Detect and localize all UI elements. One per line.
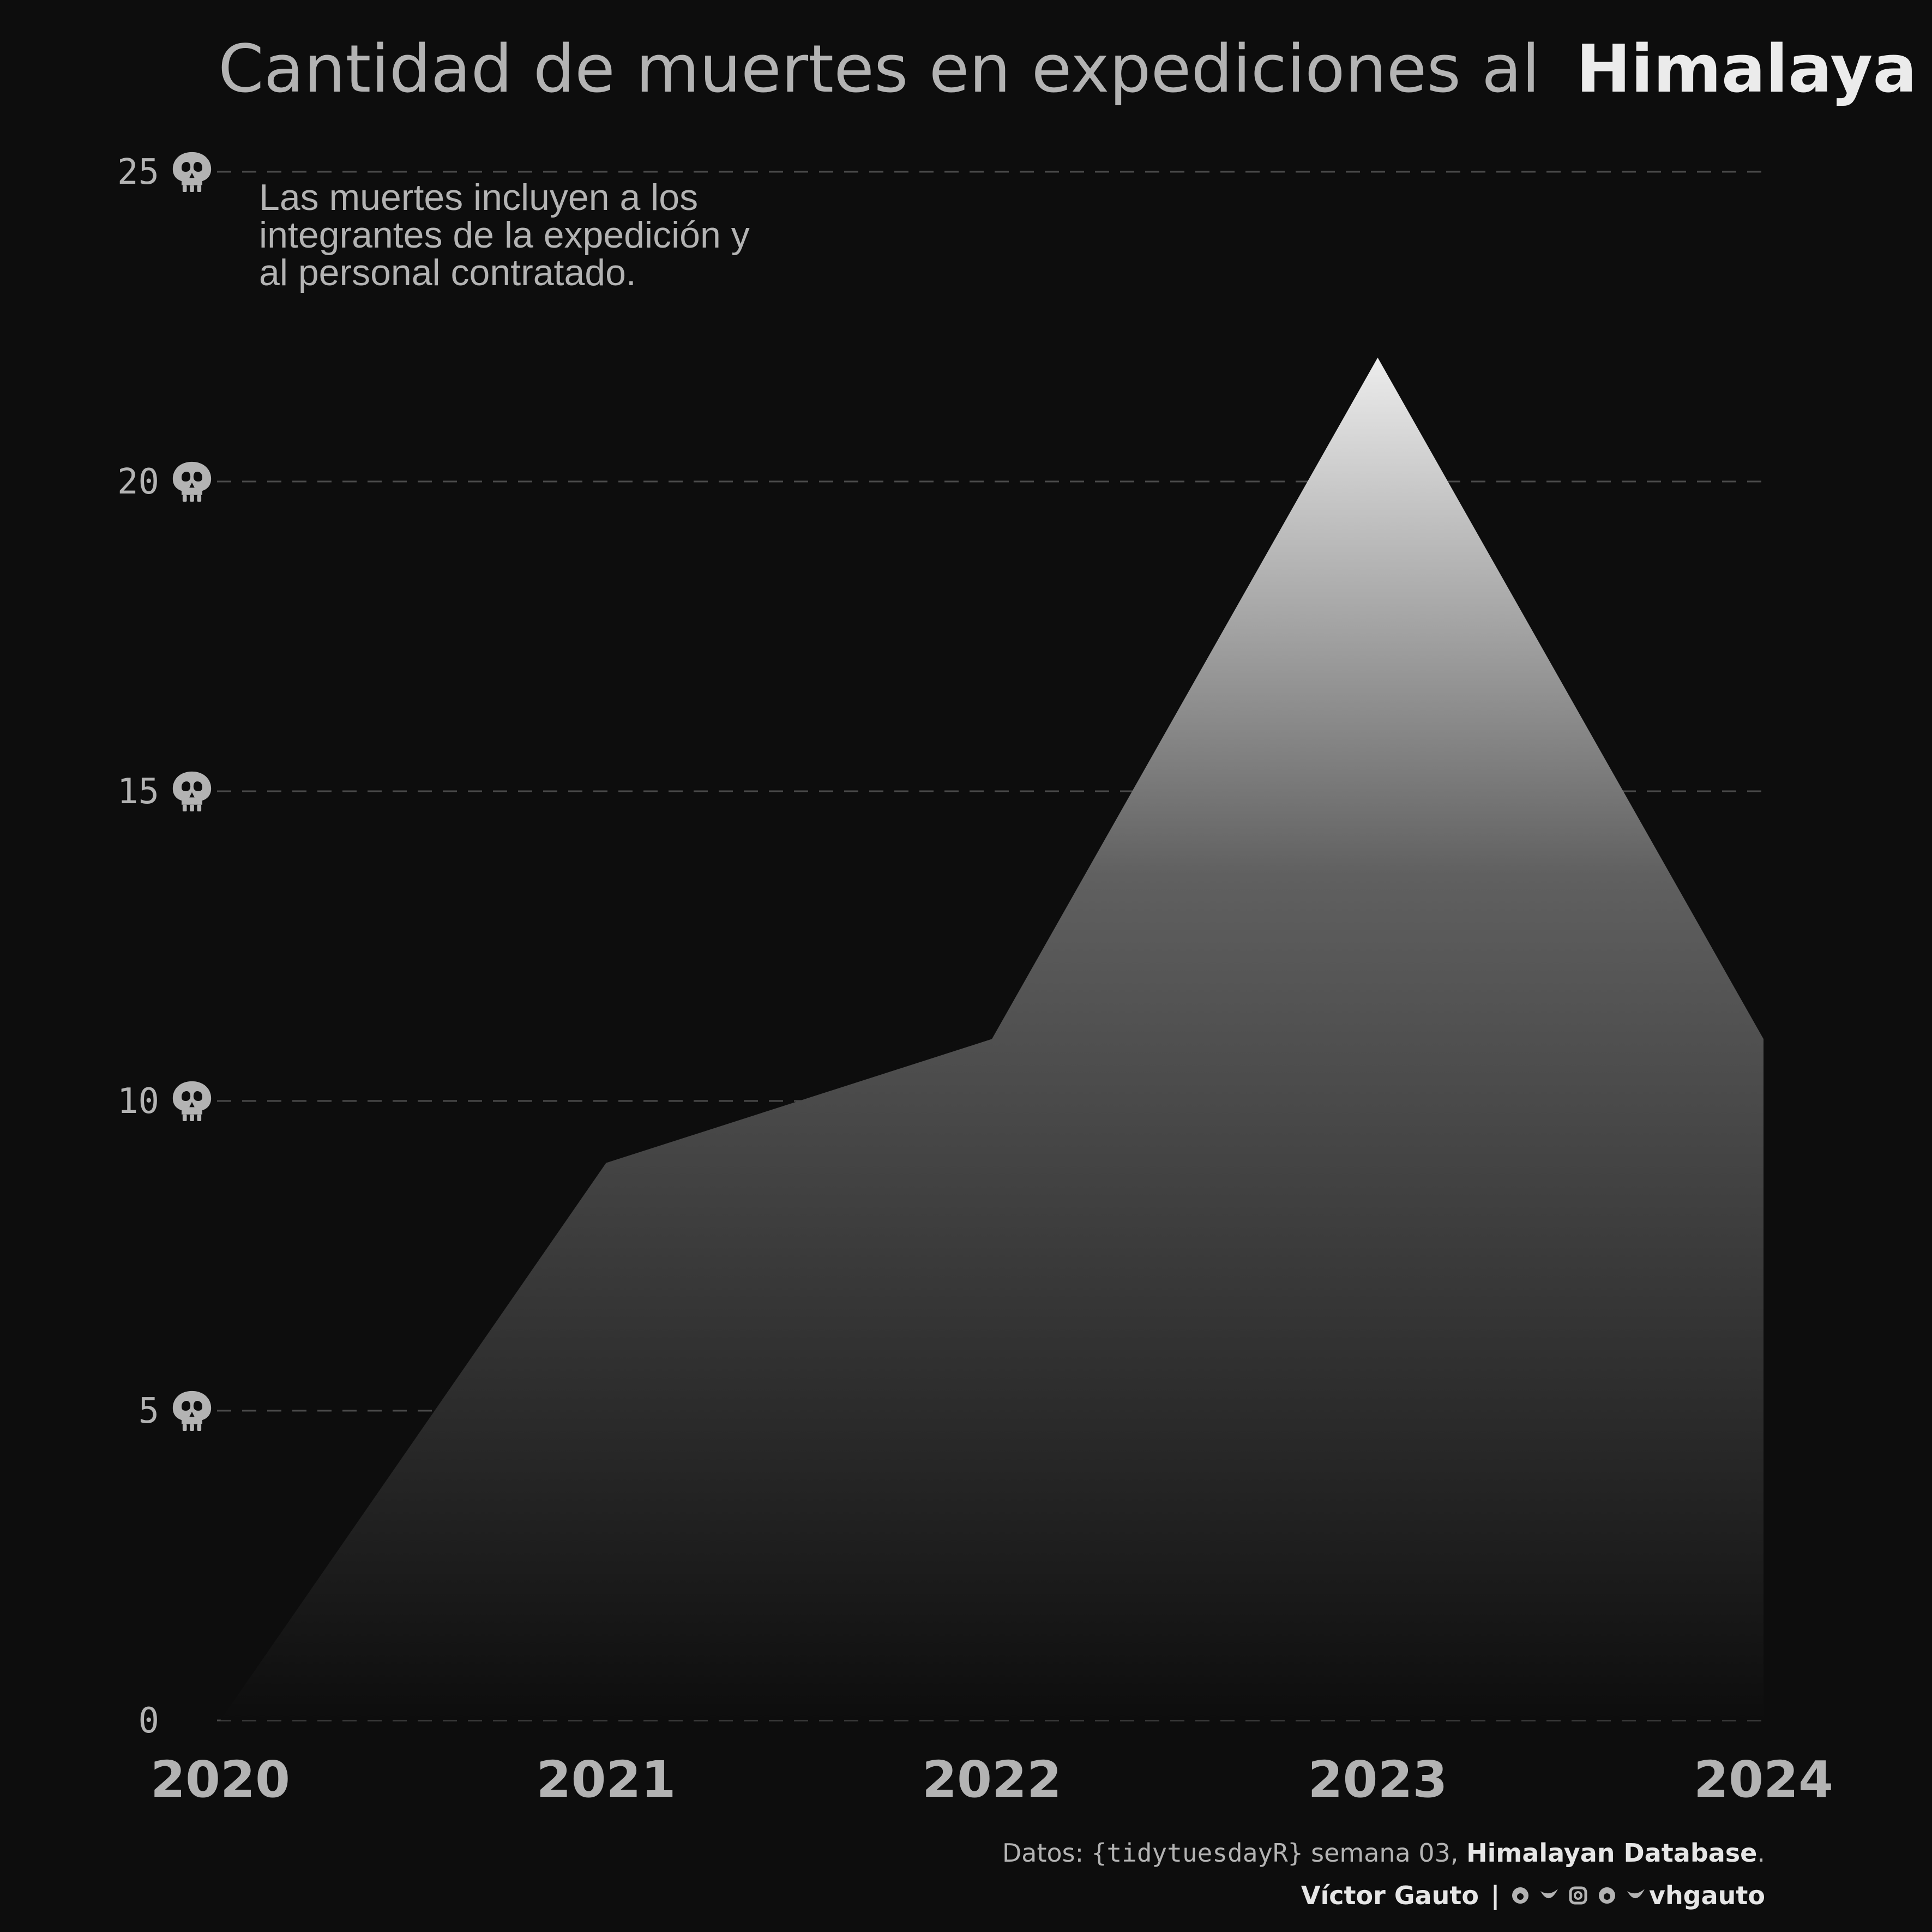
caption-database: Himalayan Database: [1466, 1838, 1757, 1868]
caption-author: Víctor Gauto | vhgauto: [1301, 1881, 1765, 1911]
caption-prefix: Datos:: [1002, 1838, 1092, 1868]
x-tick-label-2023: 2023: [1308, 1750, 1447, 1809]
skull-icon: [172, 1391, 212, 1431]
author-name: Víctor Gauto: [1301, 1881, 1479, 1910]
x-tick-label-2021: 2021: [536, 1750, 676, 1809]
github-icon[interactable]: [1512, 1887, 1528, 1904]
y-tick-label-0: 0: [138, 1701, 159, 1741]
y-tick-label-5: 5: [138, 1391, 159, 1431]
title-bold: Himalaya: [1576, 32, 1917, 107]
skull-icon: [172, 771, 212, 812]
x-axis: 2020 2021 2022 2023 2024: [151, 1750, 1833, 1809]
caption-source: Datos: {tidytuesdayR} semana 03, Himalay…: [1002, 1838, 1765, 1868]
mastodon-icon[interactable]: [1599, 1887, 1615, 1904]
caption-middle: semana 03,: [1303, 1838, 1467, 1868]
y-tick-label-20: 20: [117, 462, 159, 502]
plot-area: [220, 357, 1764, 1720]
x-tick-label-2020: 2020: [151, 1750, 290, 1809]
skull-icon: [172, 152, 212, 192]
skull-icon: [172, 461, 212, 502]
skull-icon: [172, 1081, 212, 1122]
note-line-2: integrantes de la expedición y: [259, 214, 750, 256]
caption-package: {tidytuesdayR}: [1092, 1838, 1303, 1868]
y-tick-label-15: 15: [117, 772, 159, 812]
x-tick-label-2022: 2022: [922, 1750, 1062, 1809]
chart-title: Cantidad de muertes en expediciones al H…: [218, 32, 1917, 107]
twitter-icon[interactable]: [1540, 1889, 1558, 1899]
annotation-note: Las muertes incluyen a los integrantes d…: [259, 177, 760, 293]
x-tick-label-2024: 2024: [1694, 1750, 1833, 1809]
social-icons: [1512, 1886, 1645, 1905]
caption-suffix: .: [1757, 1838, 1765, 1868]
note-line-1: Las muertes incluyen a los: [259, 177, 698, 218]
bluesky-icon[interactable]: [1627, 1889, 1645, 1899]
y-tick-label-25: 25: [117, 152, 159, 192]
area-series: [220, 357, 1764, 1720]
note-line-3: al personal contratado.: [259, 252, 636, 293]
title-regular: Cantidad de muertes en expediciones al: [218, 32, 1540, 107]
author-handle: vhgauto: [1649, 1881, 1765, 1910]
y-tick-label-10: 10: [117, 1081, 159, 1122]
author-separator: |: [1491, 1881, 1500, 1911]
instagram-icon[interactable]: [1569, 1886, 1587, 1905]
y-axis: 0 5 10 15 20 25: [117, 152, 212, 1741]
